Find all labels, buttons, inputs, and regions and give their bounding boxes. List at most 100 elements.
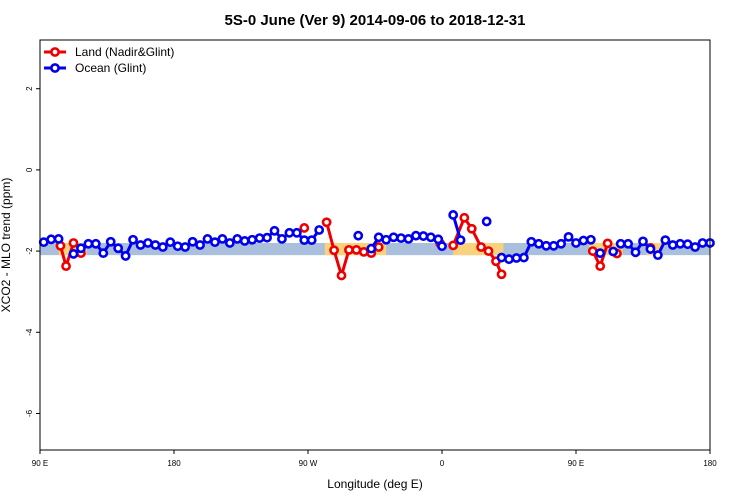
ocean-data-point: [381, 234, 392, 245]
land-data-point: [351, 244, 362, 255]
land-data-point: [448, 240, 459, 251]
ocean-data-point: [306, 235, 317, 246]
ocean-data-point: [541, 240, 552, 251]
x-axis: 90 E 180 90 W 0 90 E 180: [32, 450, 717, 468]
ocean-data-point: [571, 238, 581, 248]
ocean-data-point: [135, 240, 146, 250]
ocean-data-point: [157, 242, 168, 252]
ocean-data-point: [291, 227, 302, 238]
ocean-data-point: [496, 252, 507, 263]
ocean-data-point: [76, 243, 86, 254]
legend-label: Land (Nadir&Glint): [75, 45, 174, 59]
ocean-data-point: [143, 238, 153, 248]
ocean-data-point: [481, 216, 492, 227]
ocean-data-point: [269, 225, 280, 236]
land-data-point: [602, 238, 613, 249]
ocean-data-point: [578, 235, 589, 246]
ocean-data-point: [180, 242, 191, 252]
ocean-data-point: [314, 225, 325, 235]
ocean-data-point: [187, 236, 198, 247]
ocean-series: [38, 210, 715, 265]
ocean-data-point: [239, 236, 250, 246]
ocean-data-point: [533, 238, 544, 249]
ocean-data-point: [608, 246, 619, 257]
ocean-data-point: [195, 240, 205, 250]
ocean-data-point: [504, 254, 514, 265]
ocean-data-point: [630, 247, 641, 258]
y-tick-label: -2: [25, 247, 34, 255]
ocean-data-point: [526, 236, 537, 247]
x-tick-label: 90 E: [568, 459, 584, 468]
ocean-data-point: [675, 238, 686, 249]
ocean-data-point: [548, 240, 559, 251]
ocean-data-point: [556, 238, 567, 249]
ocean-data-point: [202, 234, 213, 244]
x-tick-label: 90 W: [299, 459, 318, 468]
legend-marker: [50, 47, 60, 57]
ocean-data-point: [388, 232, 399, 243]
ocean-data-point: [262, 232, 272, 243]
ocean-data-point: [518, 252, 529, 263]
ocean-data-point: [353, 230, 364, 241]
land-data-point: [483, 246, 494, 256]
ocean-data-point: [284, 227, 295, 238]
land-data-point: [476, 242, 486, 252]
ocean-data-point: [46, 234, 57, 245]
ocean-data-point: [128, 234, 138, 245]
ocean-data-point: [511, 253, 522, 263]
plot-frame: [39, 39, 711, 451]
ocean-data-point: [623, 238, 634, 249]
ocean-data-point: [38, 237, 49, 248]
y-axis: 2 0 -2 -4 -6: [25, 86, 40, 417]
ocean-data-point: [105, 236, 116, 247]
x-tick-label: 0: [440, 459, 445, 468]
land-data-point: [68, 238, 79, 248]
ocean-data-point: [652, 250, 663, 261]
land-data-point: [587, 246, 598, 256]
legend-marker: [50, 63, 60, 73]
ocean-data-point: [455, 235, 466, 246]
x-tick-label: 90 E: [32, 459, 48, 468]
ocean-data-point: [638, 236, 648, 247]
ocean-data-point: [299, 235, 310, 246]
ocean-data-point: [98, 248, 109, 259]
land-series: [55, 212, 656, 281]
ocean-data-point: [585, 234, 596, 245]
ocean-data-point: [373, 232, 384, 243]
ocean-data-point: [682, 239, 693, 250]
land-data-point: [595, 261, 606, 272]
ocean-data-point: [448, 210, 459, 220]
y-tick-label: 2: [25, 86, 34, 91]
ocean-data-point: [433, 234, 444, 245]
ocean-data-point: [165, 237, 176, 248]
x-tick-label: 180: [167, 459, 181, 468]
ocean-data-point: [172, 241, 183, 252]
ocean-data-point: [411, 230, 421, 241]
ocean-data-point: [366, 243, 377, 254]
land-data-point: [496, 269, 507, 280]
ocean-data-point: [690, 242, 701, 252]
ocean-data-point: [53, 234, 64, 244]
ocean-data-point: [615, 238, 626, 249]
ocean-data-point: [254, 233, 265, 243]
x-tick-label: 180: [703, 459, 717, 468]
ocean-data-point: [645, 244, 656, 254]
ocean-data-point: [120, 251, 131, 261]
ocean-data-point: [224, 238, 235, 248]
ocean-data-point: [437, 241, 447, 252]
y-tick-label: -4: [25, 328, 34, 336]
ocean-data-point: [667, 240, 678, 250]
x-axis-title: Longitude (deg E): [327, 477, 422, 491]
ocean-data-point: [418, 231, 429, 241]
ocean-data-point: [232, 234, 243, 244]
ocean-data-point: [68, 249, 79, 259]
ocean-data-point: [83, 238, 94, 249]
ocean-data-point: [150, 240, 161, 250]
chart-title: 5S-0 June (Ver 9) 2014-09-06 to 2018-12-…: [224, 12, 525, 29]
land-data-point: [373, 242, 384, 252]
ocean-data-point: [396, 233, 406, 243]
land-data-point: [459, 212, 470, 223]
land-data-point: [299, 223, 310, 233]
land-data-point: [336, 270, 347, 281]
